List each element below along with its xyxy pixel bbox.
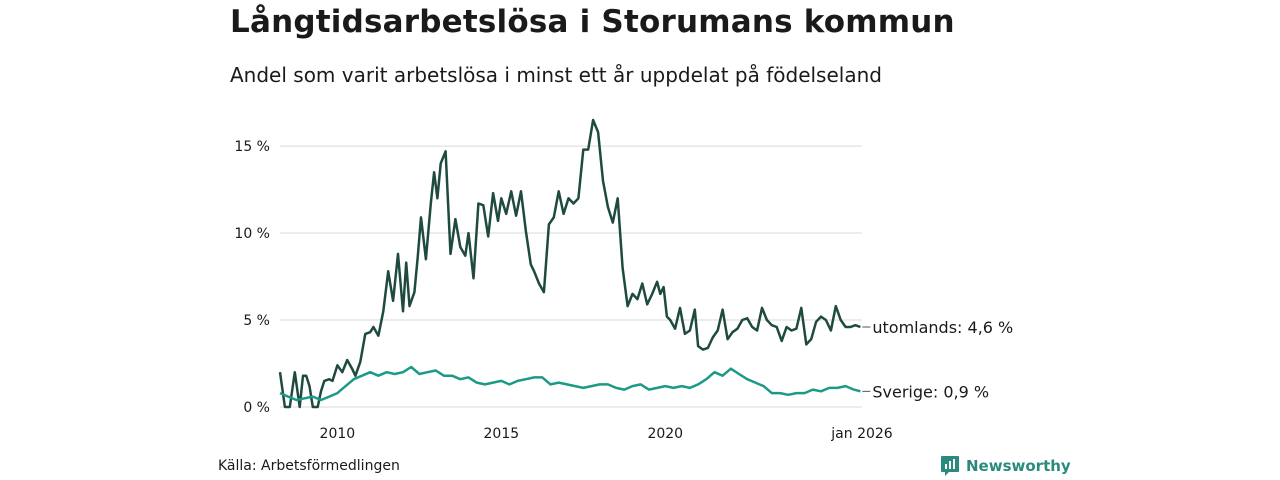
end-label-utomlands: utomlands: 4,6 % (872, 318, 1013, 337)
y-tick-label: 10 % (234, 226, 270, 242)
x-tick-label: 2020 (647, 426, 683, 442)
y-tick-label: 0 % (243, 400, 270, 416)
chart-subtitle: Andel som varit arbetslösa i minst ett å… (230, 63, 882, 87)
end-labels: utomlands: 4,6 % Sverige: 0,9 % (862, 318, 1013, 401)
y-axis-ticks: 0 % 5 % 10 % 15 % (234, 139, 270, 416)
y-tick-label: 5 % (243, 313, 270, 329)
newsworthy-logo[interactable]: Newsworthy (940, 455, 1071, 477)
x-tick-label: 2015 (484, 426, 520, 442)
end-label-sverige: Sverige: 0,9 % (872, 382, 989, 401)
chart-title: Långtidsarbetslösa i Storumans kommun (230, 4, 955, 40)
y-tick-label: 15 % (234, 139, 270, 155)
series-line-utomlands (278, 118, 861, 409)
series-line-sverige (279, 365, 861, 402)
gridlines (280, 145, 862, 408)
newsworthy-name: Newsworthy (966, 457, 1071, 475)
source-note: Källa: Arbetsförmedlingen (218, 458, 400, 474)
x-tick-label: 2010 (320, 426, 356, 442)
series-lines (278, 118, 861, 409)
x-tick-label: jan 2026 (830, 426, 893, 442)
newsworthy-icon (941, 456, 959, 476)
x-axis-ticks: 2010 2015 2020 jan 2026 (320, 426, 893, 442)
